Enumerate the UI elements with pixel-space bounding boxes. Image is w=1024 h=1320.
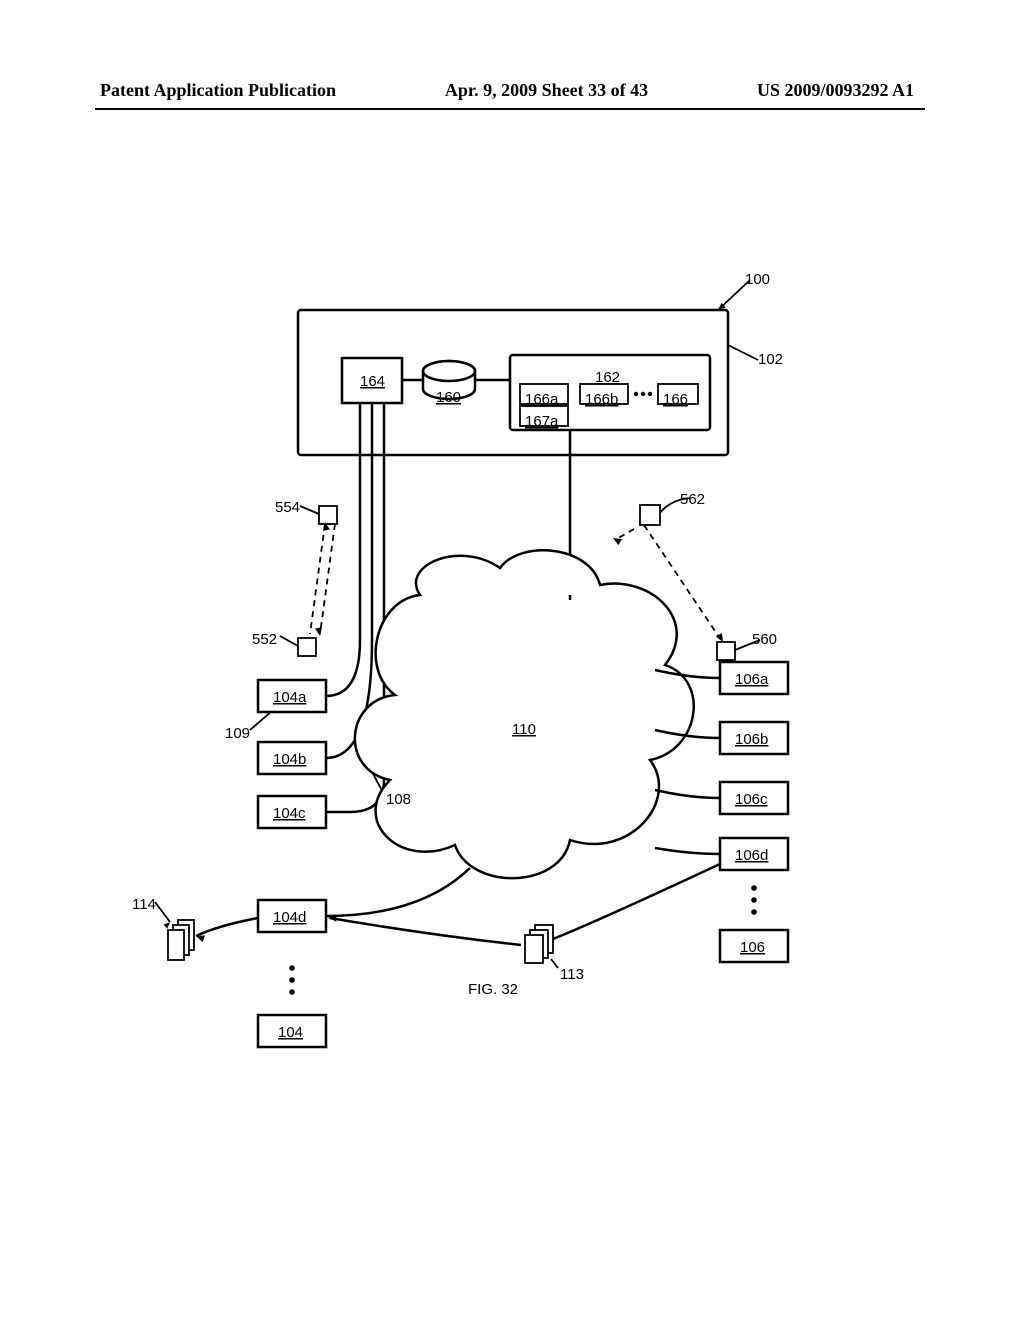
svg-text:166a: 166a (525, 391, 559, 408)
svg-text:167a: 167a (525, 413, 559, 430)
svg-text:106a: 106a (735, 671, 769, 688)
svg-text:562: 562 (680, 491, 705, 508)
svg-text:113: 113 (560, 966, 584, 983)
svg-text:106: 106 (740, 939, 765, 956)
svg-text:109: 109 (225, 725, 250, 742)
svg-text:552: 552 (252, 631, 277, 648)
svg-text:554: 554 (275, 499, 300, 516)
svg-text:108: 108 (386, 791, 411, 808)
svg-text:164: 164 (360, 373, 385, 390)
svg-text:166: 166 (663, 391, 688, 408)
header-right: US 2009/0093292 A1 (757, 80, 914, 101)
diagram-svg: 100 102 104 106 108 109 110 113 114 160 162 164 166 5… (0, 108, 1024, 1308)
svg-text:104a: 104a (273, 689, 307, 706)
header-center: Apr. 9, 2009 Sheet 33 of 43 (445, 80, 648, 101)
page-header: Patent Application Publication Apr. 9, 2… (0, 80, 1024, 101)
svg-text:106d: 106d (735, 847, 768, 864)
svg-text:104: 104 (278, 1024, 303, 1041)
svg-text:106b: 106b (735, 731, 768, 748)
svg-text:166b: 166b (585, 391, 618, 408)
svg-text:100: 100 (745, 271, 770, 288)
svg-text:FIG. 32: FIG. 32 (468, 981, 518, 998)
svg-text:110: 110 (512, 721, 536, 738)
svg-text:104b: 104b (273, 751, 306, 768)
svg-text:160: 160 (436, 389, 461, 406)
svg-text:104d: 104d (273, 909, 306, 926)
svg-text:162: 162 (595, 369, 620, 386)
svg-text:102: 102 (758, 351, 783, 368)
svg-text:106c: 106c (735, 791, 768, 808)
diagram-canvas: 100 102 104 106 108 109 110 113 114 160 162 164 166 5… (0, 108, 1024, 1308)
svg-text:104c: 104c (273, 805, 306, 822)
header-left: Patent Application Publication (100, 80, 336, 101)
svg-text:560: 560 (752, 631, 777, 648)
svg-text:114: 114 (132, 896, 156, 913)
